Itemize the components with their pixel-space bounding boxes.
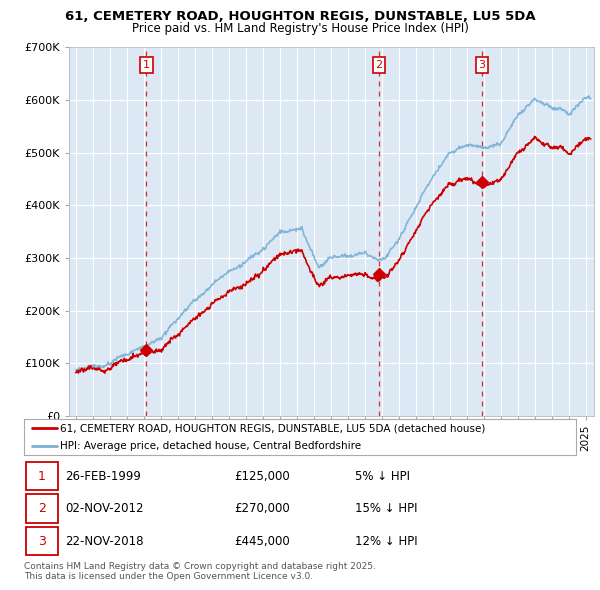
Text: 22-NOV-2018: 22-NOV-2018 [65, 535, 144, 548]
Text: 15% ↓ HPI: 15% ↓ HPI [355, 502, 418, 515]
Text: 2: 2 [376, 60, 382, 70]
Text: £445,000: £445,000 [234, 535, 290, 548]
FancyBboxPatch shape [26, 527, 58, 555]
Text: HPI: Average price, detached house, Central Bedfordshire: HPI: Average price, detached house, Cent… [60, 441, 361, 451]
Text: 12% ↓ HPI: 12% ↓ HPI [355, 535, 418, 548]
Text: 26-FEB-1999: 26-FEB-1999 [65, 470, 141, 483]
Text: 3: 3 [478, 60, 485, 70]
FancyBboxPatch shape [26, 494, 58, 523]
Text: Contains HM Land Registry data © Crown copyright and database right 2025.
This d: Contains HM Land Registry data © Crown c… [24, 562, 376, 581]
Text: 2: 2 [38, 502, 46, 515]
Text: 1: 1 [38, 470, 46, 483]
Text: £270,000: £270,000 [234, 502, 290, 515]
Text: 3: 3 [38, 535, 46, 548]
Text: 02-NOV-2012: 02-NOV-2012 [65, 502, 144, 515]
Text: 1: 1 [143, 60, 150, 70]
Text: 61, CEMETERY ROAD, HOUGHTON REGIS, DUNSTABLE, LU5 5DA: 61, CEMETERY ROAD, HOUGHTON REGIS, DUNST… [65, 10, 535, 23]
FancyBboxPatch shape [26, 462, 58, 490]
Text: 61, CEMETERY ROAD, HOUGHTON REGIS, DUNSTABLE, LU5 5DA (detached house): 61, CEMETERY ROAD, HOUGHTON REGIS, DUNST… [60, 423, 485, 433]
Text: Price paid vs. HM Land Registry's House Price Index (HPI): Price paid vs. HM Land Registry's House … [131, 22, 469, 35]
Text: 5% ↓ HPI: 5% ↓ HPI [355, 470, 410, 483]
Text: £125,000: £125,000 [234, 470, 290, 483]
